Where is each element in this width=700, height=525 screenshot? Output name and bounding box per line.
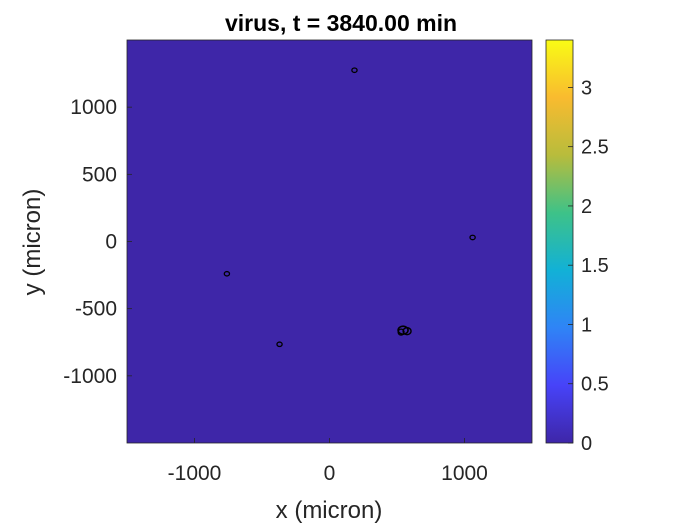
colorbar-tick-label-5: 2.5 (581, 137, 609, 159)
x-axis: -1000 0 1000 (168, 438, 488, 485)
y-tick-label-1: 500 (82, 163, 117, 186)
x-axis-label: x (micron) (276, 497, 383, 524)
y-tick-label-0: 1000 (70, 96, 117, 119)
x-tick-label-0: -1000 (168, 462, 222, 485)
x-tick-label-1: 0 (324, 462, 336, 485)
colorbar (545, 39, 574, 444)
y-tick-label-3: -500 (75, 298, 117, 321)
colorbar-ticks: 0 0.5 1 1.5 2 2.5 3 (568, 77, 609, 455)
colorbar-tick-label-1: 0.5 (581, 374, 609, 396)
colorbar-tick-label-2: 1 (581, 314, 592, 336)
y-tick-label-4: -1000 (63, 365, 117, 388)
x-tick-label-2: 1000 (441, 462, 488, 485)
colorbar-tick-label-3: 1.5 (581, 255, 609, 277)
y-axis: 1000 500 0 -500 -1000 (63, 96, 132, 388)
contour-layer (223, 67, 476, 348)
y-axis-label: y (micron) (19, 189, 46, 296)
contour-2 (223, 270, 231, 277)
contour-0 (351, 67, 358, 74)
contour-4-b (402, 326, 412, 336)
contour-1 (469, 234, 476, 241)
colorbar-tick-label-6: 3 (581, 77, 592, 99)
plot-frame (126, 39, 533, 444)
chart-title: virus, t = 3840.00 min (225, 10, 457, 36)
contour-3 (276, 341, 283, 348)
colorbar-tick-label-4: 2 (581, 196, 592, 218)
y-tick-label-2: 0 (105, 231, 117, 254)
contour-4-c (397, 328, 405, 336)
heatmap-field (127, 40, 532, 443)
colorbar-tick-label-0: 0 (581, 433, 592, 455)
